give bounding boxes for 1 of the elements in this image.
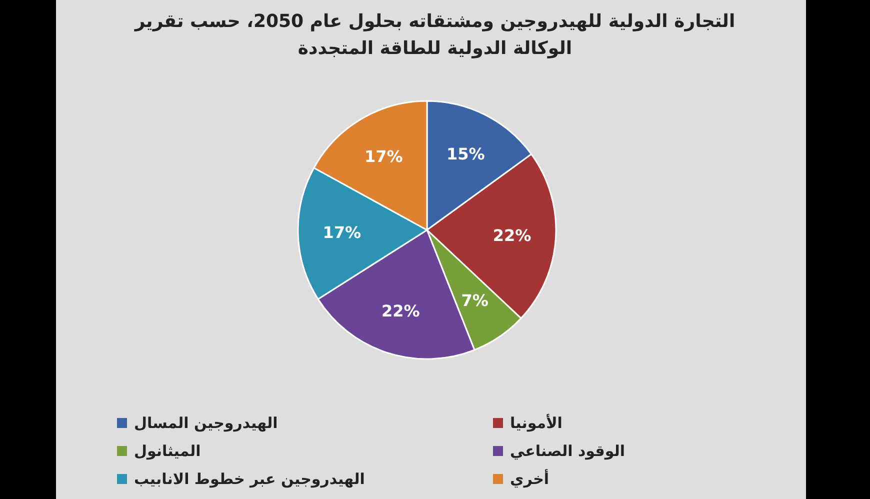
title: التجارة الدولية للهيدروجين ومشتقاته بحلول عام 2050، حسب تقرير الوكالة الدولية للطاقة المتجددة [133,10,736,61]
